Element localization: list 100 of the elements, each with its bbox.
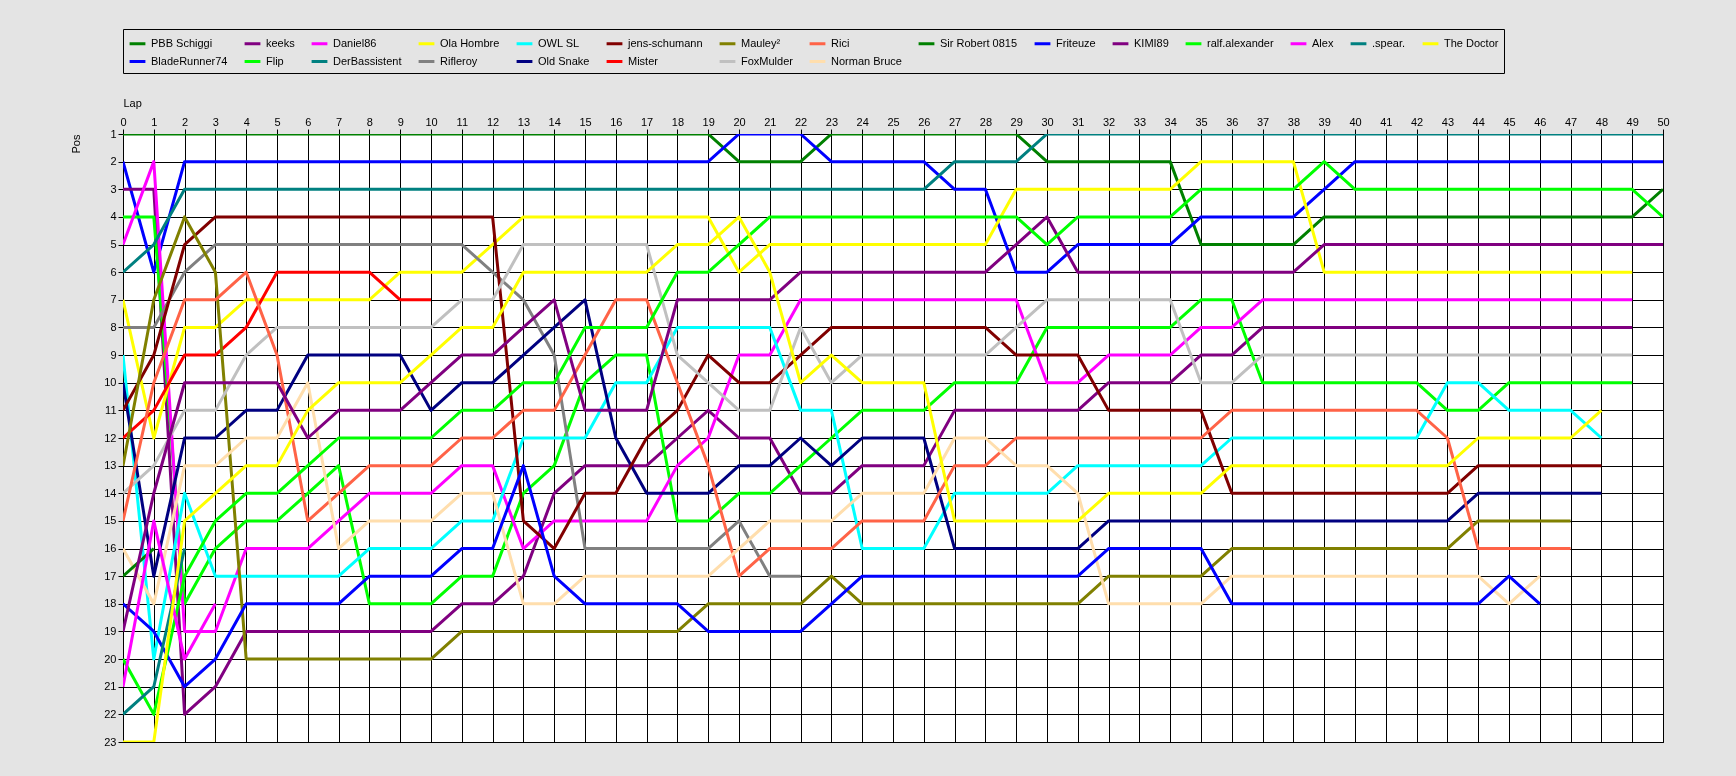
x-tick-label: 48 xyxy=(1595,115,1609,128)
x-tick-label: 8 xyxy=(366,115,373,128)
x-tick-label: 23 xyxy=(825,115,839,128)
legend-label: Mister xyxy=(628,54,659,67)
x-tick-label: 9 xyxy=(397,115,404,128)
y-tick-label: 4 xyxy=(110,210,117,223)
y-tick-label: 11 xyxy=(105,403,117,416)
y-tick-label: 21 xyxy=(104,680,117,693)
x-tick-label: 31 xyxy=(1072,115,1085,128)
x-tick-label: 27 xyxy=(948,115,962,128)
x-tick-label: 16 xyxy=(610,115,623,128)
legend-label: .spear. xyxy=(1372,36,1406,49)
y-tick-label: 20 xyxy=(104,652,117,665)
x-tick-label: 25 xyxy=(887,115,900,128)
y-tick-label: 2 xyxy=(110,155,117,168)
line-series xyxy=(123,215,1603,551)
x-tick-label: 4 xyxy=(243,115,250,128)
x-tick-label: 17 xyxy=(640,115,654,128)
x-tick-label: 14 xyxy=(548,115,561,128)
legend-label: DerBassistent xyxy=(333,54,402,67)
legend-label: ralf.alexander xyxy=(1207,36,1274,49)
x-tick-label: 39 xyxy=(1318,115,1331,128)
y-tick-label: 3 xyxy=(110,182,117,195)
y-tick-label: 14 xyxy=(104,486,117,499)
x-tick-label: 46 xyxy=(1534,115,1547,128)
legend-label: Mauley² xyxy=(741,36,781,49)
x-tick-label: 12 xyxy=(486,115,500,128)
y-tick-label: 10 xyxy=(104,376,117,389)
legend-label: Sir Robert 0815 xyxy=(940,36,1018,49)
x-tick-label: 50 xyxy=(1657,115,1670,128)
x-tick-label: 44 xyxy=(1472,115,1485,128)
legend-label: jens-schumann xyxy=(627,36,703,49)
line-series xyxy=(123,464,1542,689)
x-tick-label: 41 xyxy=(1380,115,1393,128)
y-tick-label: 17 xyxy=(104,569,117,582)
y-tick-label: 12 xyxy=(104,431,117,444)
line-series xyxy=(123,270,433,440)
x-tick-label: 28 xyxy=(979,115,993,128)
x-tick-label: 15 xyxy=(579,115,592,128)
x-tick-label: 20 xyxy=(733,115,746,128)
x-tick-label: 7 xyxy=(336,115,343,128)
x-tick-label: 22 xyxy=(794,115,808,128)
y-tick-label: 8 xyxy=(110,320,117,333)
x-tick-label: 19 xyxy=(702,115,715,128)
x-tick-label: 11 xyxy=(456,115,469,128)
x-tick-label: 37 xyxy=(1256,115,1270,128)
x-tick-label: 18 xyxy=(671,115,685,128)
legend-label: Rifleroy xyxy=(440,54,478,67)
legend-label: Rici xyxy=(831,36,850,49)
legend-label: The Doctor xyxy=(1444,36,1499,49)
y-tick-label: 1 xyxy=(110,127,117,140)
legend-label: keeks xyxy=(266,36,296,49)
y-tick-label: 6 xyxy=(110,265,117,278)
legend-label: KIMI89 xyxy=(1134,36,1169,49)
x-tick-label: 45 xyxy=(1503,115,1516,128)
x-tick-label: 49 xyxy=(1626,115,1639,128)
y-tick-label: 9 xyxy=(110,348,117,361)
legend-label: Friteuze xyxy=(1056,36,1096,49)
x-tick-label: 43 xyxy=(1441,115,1455,128)
x-tick-label: 47 xyxy=(1564,115,1578,128)
x-tick-label: 32 xyxy=(1102,115,1116,128)
y-axis-title: Pos xyxy=(70,134,83,154)
legend-label: BladeRunner74 xyxy=(151,54,228,67)
y-tick-label: 19 xyxy=(104,624,117,637)
legend-label: FoxMulder xyxy=(741,54,794,67)
line-series xyxy=(123,243,803,578)
x-tick-label: 36 xyxy=(1226,115,1239,128)
x-tick-label: 5 xyxy=(274,115,281,128)
x-tick-label: 26 xyxy=(918,115,931,128)
line-series xyxy=(123,243,1634,495)
x-tick-label: 40 xyxy=(1349,115,1362,128)
x-tick-label: 13 xyxy=(517,115,531,128)
y-tick-label: 13 xyxy=(104,459,117,472)
x-axis-title: Lap xyxy=(123,96,142,109)
line-series xyxy=(123,381,1542,606)
y-tick-label: 22 xyxy=(104,707,117,720)
legend-label: Ola Hombre xyxy=(440,36,500,49)
x-tick-label: 2 xyxy=(182,115,189,128)
legend-label: Alex xyxy=(1312,36,1334,49)
x-tick-label: 10 xyxy=(425,115,438,128)
legend-label: Old Snake xyxy=(538,54,590,67)
x-tick-label: 3 xyxy=(212,115,219,128)
x-tick-label: 1 xyxy=(151,115,158,128)
y-tick-label: 23 xyxy=(104,735,117,748)
x-tick-label: 24 xyxy=(856,115,869,128)
y-tick-label: 7 xyxy=(110,293,117,306)
x-tick-label: 0 xyxy=(120,115,127,128)
x-tick-label: 38 xyxy=(1287,115,1301,128)
legend-label: PBB Schiggi xyxy=(151,36,213,49)
x-tick-label: 35 xyxy=(1195,115,1208,128)
x-tick-label: 21 xyxy=(764,115,777,128)
y-tick-label: 5 xyxy=(110,238,117,251)
x-tick-label: 42 xyxy=(1410,115,1424,128)
x-tick-label: 6 xyxy=(305,115,312,128)
x-tick-label: 30 xyxy=(1041,115,1054,128)
legend-label: Daniel86 xyxy=(333,36,377,49)
legend-label: Norman Bruce xyxy=(831,54,902,67)
legend-label: OWL SL xyxy=(538,36,580,49)
x-tick-label: 34 xyxy=(1164,115,1177,128)
x-tick-label: 29 xyxy=(1010,115,1023,128)
